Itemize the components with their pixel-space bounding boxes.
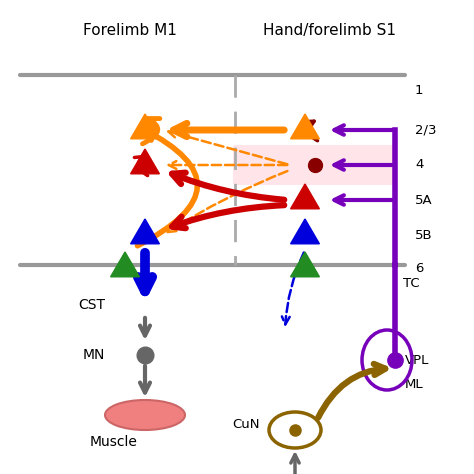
Polygon shape: [131, 114, 159, 139]
Text: MN: MN: [82, 348, 105, 362]
Text: 5B: 5B: [415, 228, 433, 241]
Text: Forelimb M1: Forelimb M1: [83, 22, 177, 37]
FancyArrowPatch shape: [335, 195, 392, 205]
Polygon shape: [291, 219, 319, 244]
FancyArrowPatch shape: [172, 173, 284, 200]
FancyArrowPatch shape: [135, 156, 147, 175]
Text: Hand/forelimb S1: Hand/forelimb S1: [264, 22, 396, 37]
Text: 4: 4: [415, 158, 423, 172]
Text: 1: 1: [415, 83, 423, 97]
Text: Muscle: Muscle: [90, 435, 138, 449]
FancyArrowPatch shape: [169, 161, 287, 169]
Text: 6: 6: [415, 262, 423, 274]
FancyBboxPatch shape: [233, 145, 397, 185]
Text: TC: TC: [403, 277, 419, 290]
FancyArrowPatch shape: [172, 205, 284, 228]
Polygon shape: [110, 252, 139, 277]
Text: CST: CST: [78, 298, 105, 312]
Text: 2/3: 2/3: [415, 124, 437, 137]
FancyArrowPatch shape: [335, 125, 392, 135]
Text: CuN: CuN: [233, 419, 260, 431]
Polygon shape: [131, 149, 159, 174]
Polygon shape: [291, 184, 319, 209]
FancyArrowPatch shape: [168, 171, 287, 232]
Polygon shape: [131, 219, 159, 244]
FancyArrowPatch shape: [335, 160, 392, 170]
Text: ML: ML: [405, 379, 424, 392]
Polygon shape: [291, 114, 319, 139]
Polygon shape: [291, 252, 319, 277]
FancyArrowPatch shape: [168, 130, 287, 164]
FancyArrowPatch shape: [173, 123, 284, 137]
Ellipse shape: [105, 400, 185, 430]
FancyArrowPatch shape: [318, 364, 385, 418]
FancyArrowPatch shape: [304, 121, 318, 141]
Text: VPL: VPL: [405, 354, 429, 366]
FancyArrowPatch shape: [138, 253, 152, 292]
FancyArrowPatch shape: [282, 253, 304, 324]
Text: 5A: 5A: [415, 193, 433, 207]
FancyArrowPatch shape: [137, 129, 197, 246]
FancyArrowPatch shape: [143, 118, 160, 144]
